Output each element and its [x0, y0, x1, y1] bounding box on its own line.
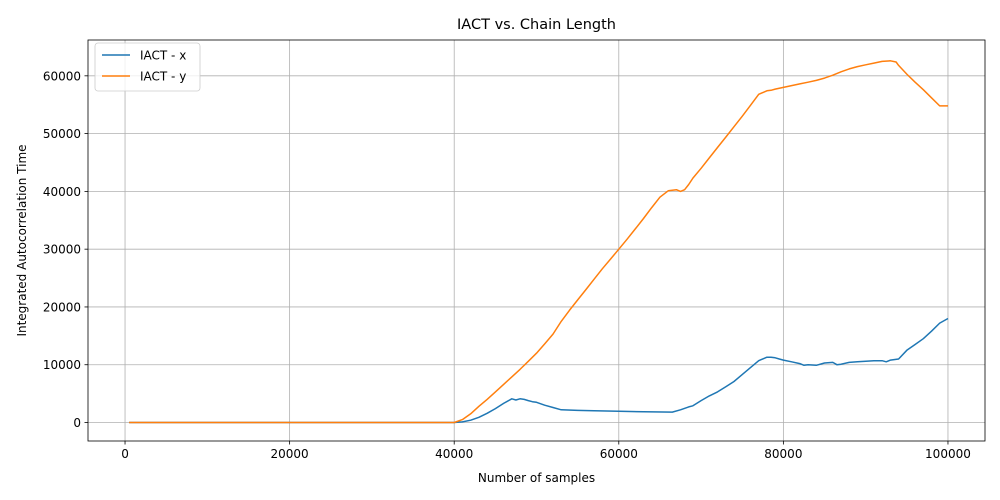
- y-axis: 0 10000 20000 30000 40000 50000 60000: [43, 69, 88, 430]
- legend-label: IACT - x: [140, 49, 186, 63]
- x-tick-label: 0: [121, 447, 129, 461]
- x-axis-title: Number of samples: [478, 471, 595, 485]
- legend: IACT - x IACT - y: [94, 42, 201, 92]
- y-tick-label: 30000: [43, 243, 81, 257]
- y-tick-label: 50000: [43, 127, 81, 141]
- y-tick-label: 10000: [43, 358, 81, 372]
- chart-title: IACT vs. Chain Length: [457, 17, 616, 33]
- legend-label: IACT - y: [140, 70, 186, 84]
- y-tick-label: 40000: [43, 185, 81, 199]
- y-axis-title: Integrated Autocorrelation Time: [15, 144, 29, 336]
- x-tick-label: 80000: [764, 447, 802, 461]
- x-axis: 0 20000 40000 60000 80000 100000: [121, 441, 971, 461]
- series-layer: [129, 60, 949, 424]
- x-tick-label: 100000: [925, 447, 971, 461]
- x-tick-label: 40000: [435, 447, 473, 461]
- series-line-iact-y: [129, 60, 948, 424]
- y-tick-label: 0: [73, 416, 81, 430]
- x-tick-label: 60000: [600, 447, 638, 461]
- series-line-iact-x: [129, 317, 949, 424]
- y-tick-label: 60000: [43, 69, 81, 83]
- grid: [88, 40, 985, 441]
- x-tick-label: 20000: [271, 447, 309, 461]
- y-tick-label: 20000: [43, 300, 81, 314]
- plot-frame: [87, 39, 986, 442]
